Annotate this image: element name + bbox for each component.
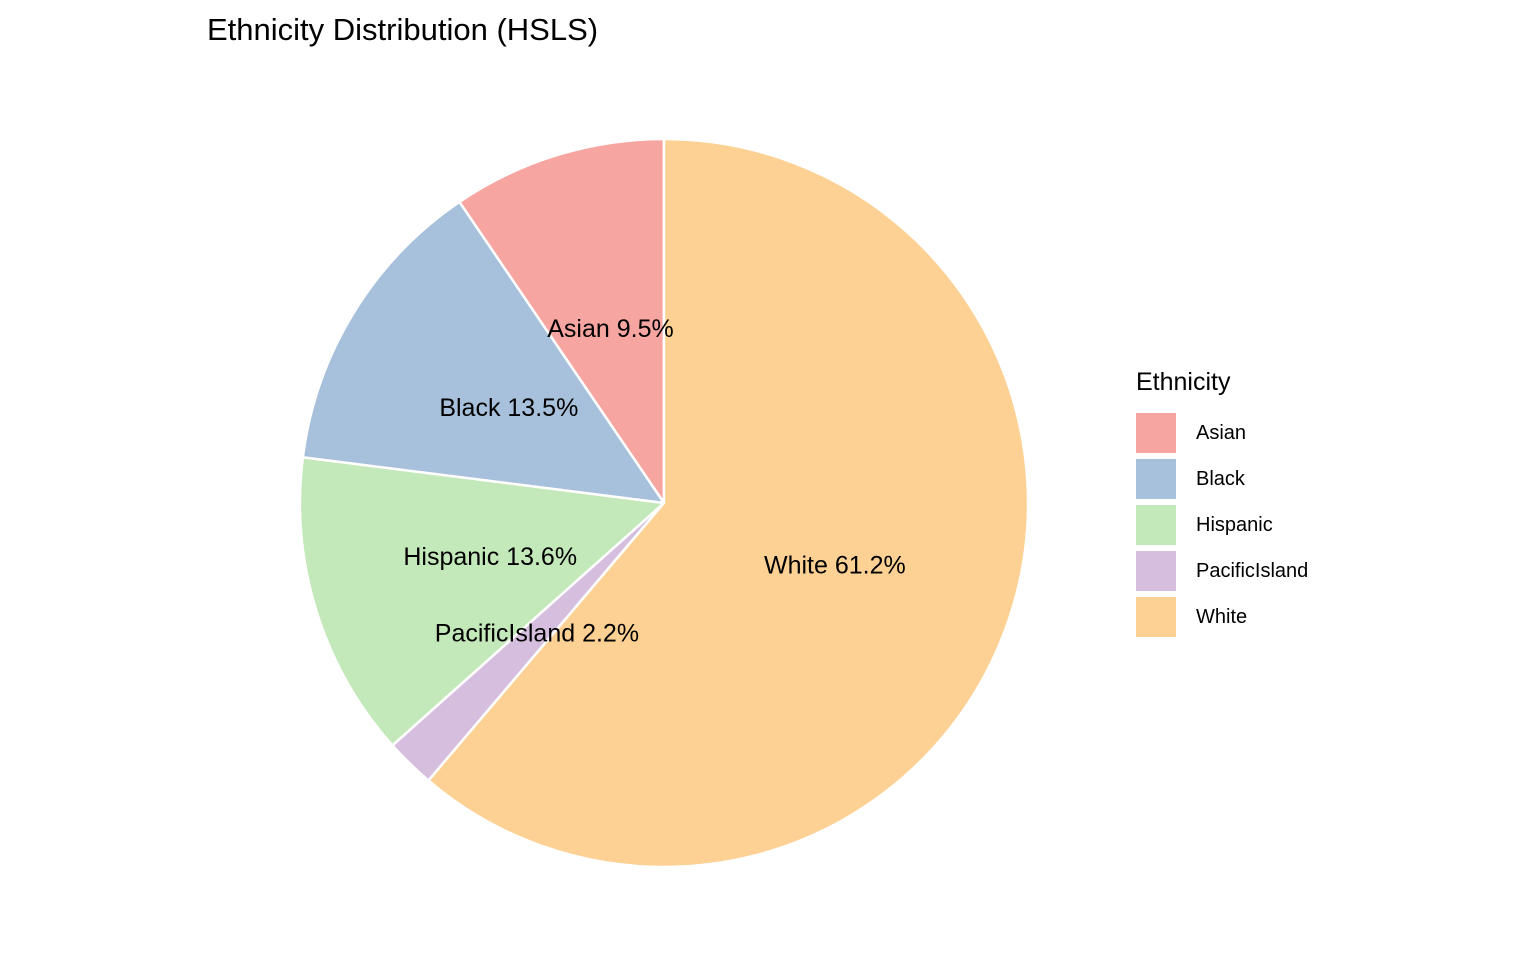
legend-item-white: White [1136,594,1308,640]
legend-label-pacificisland: PacificIsland [1196,559,1309,582]
slice-label-asian: Asian 9.5% [547,315,673,343]
pie-slice-black [301,200,666,505]
legend-swatch-black [1136,459,1176,499]
legend: Ethnicity Asian Black Hispanic PacificIslan… [1136,366,1308,640]
legend-swatch-white [1136,597,1176,637]
legend-swatch-asian [1136,413,1176,453]
pie-slice-asian [458,137,666,505]
slice-label-black: Black 13.5% [439,394,578,422]
legend-label-black: Black [1196,467,1245,490]
slice-label-pacificisland: PacificIsland 2.2% [435,619,639,647]
slice-label-hispanic: Hispanic 13.6% [403,543,577,571]
pie-labels: Asian 9.5% Black 13.5% Hispanic 13.6% Pacif… [403,315,905,647]
legend-label-asian: Asian [1196,421,1247,444]
legend-label-hispanic: Hispanic [1196,513,1273,536]
pie-slice-hispanic [298,456,666,747]
legend-swatch-hispanic [1136,505,1176,545]
pie-slices [298,137,1030,869]
legend-title: Ethnicity [1136,368,1231,396]
legend-item-hispanic: Hispanic [1136,502,1308,548]
slice-label-white: White 61.2% [764,552,906,580]
pie-slice-white [427,137,1030,869]
legend-label-white: White [1196,605,1248,628]
legend-item-asian: Asian [1136,410,1308,456]
legend-items: Asian Black Hispanic PacificIsland White [1136,410,1308,640]
legend-item-pacificisland: PacificIsland [1136,548,1308,594]
legend-item-black: Black [1136,456,1308,502]
chart-title: Ethnicity Distribution (HSLS) [207,12,599,47]
legend-swatch-pacificisland [1136,551,1176,591]
